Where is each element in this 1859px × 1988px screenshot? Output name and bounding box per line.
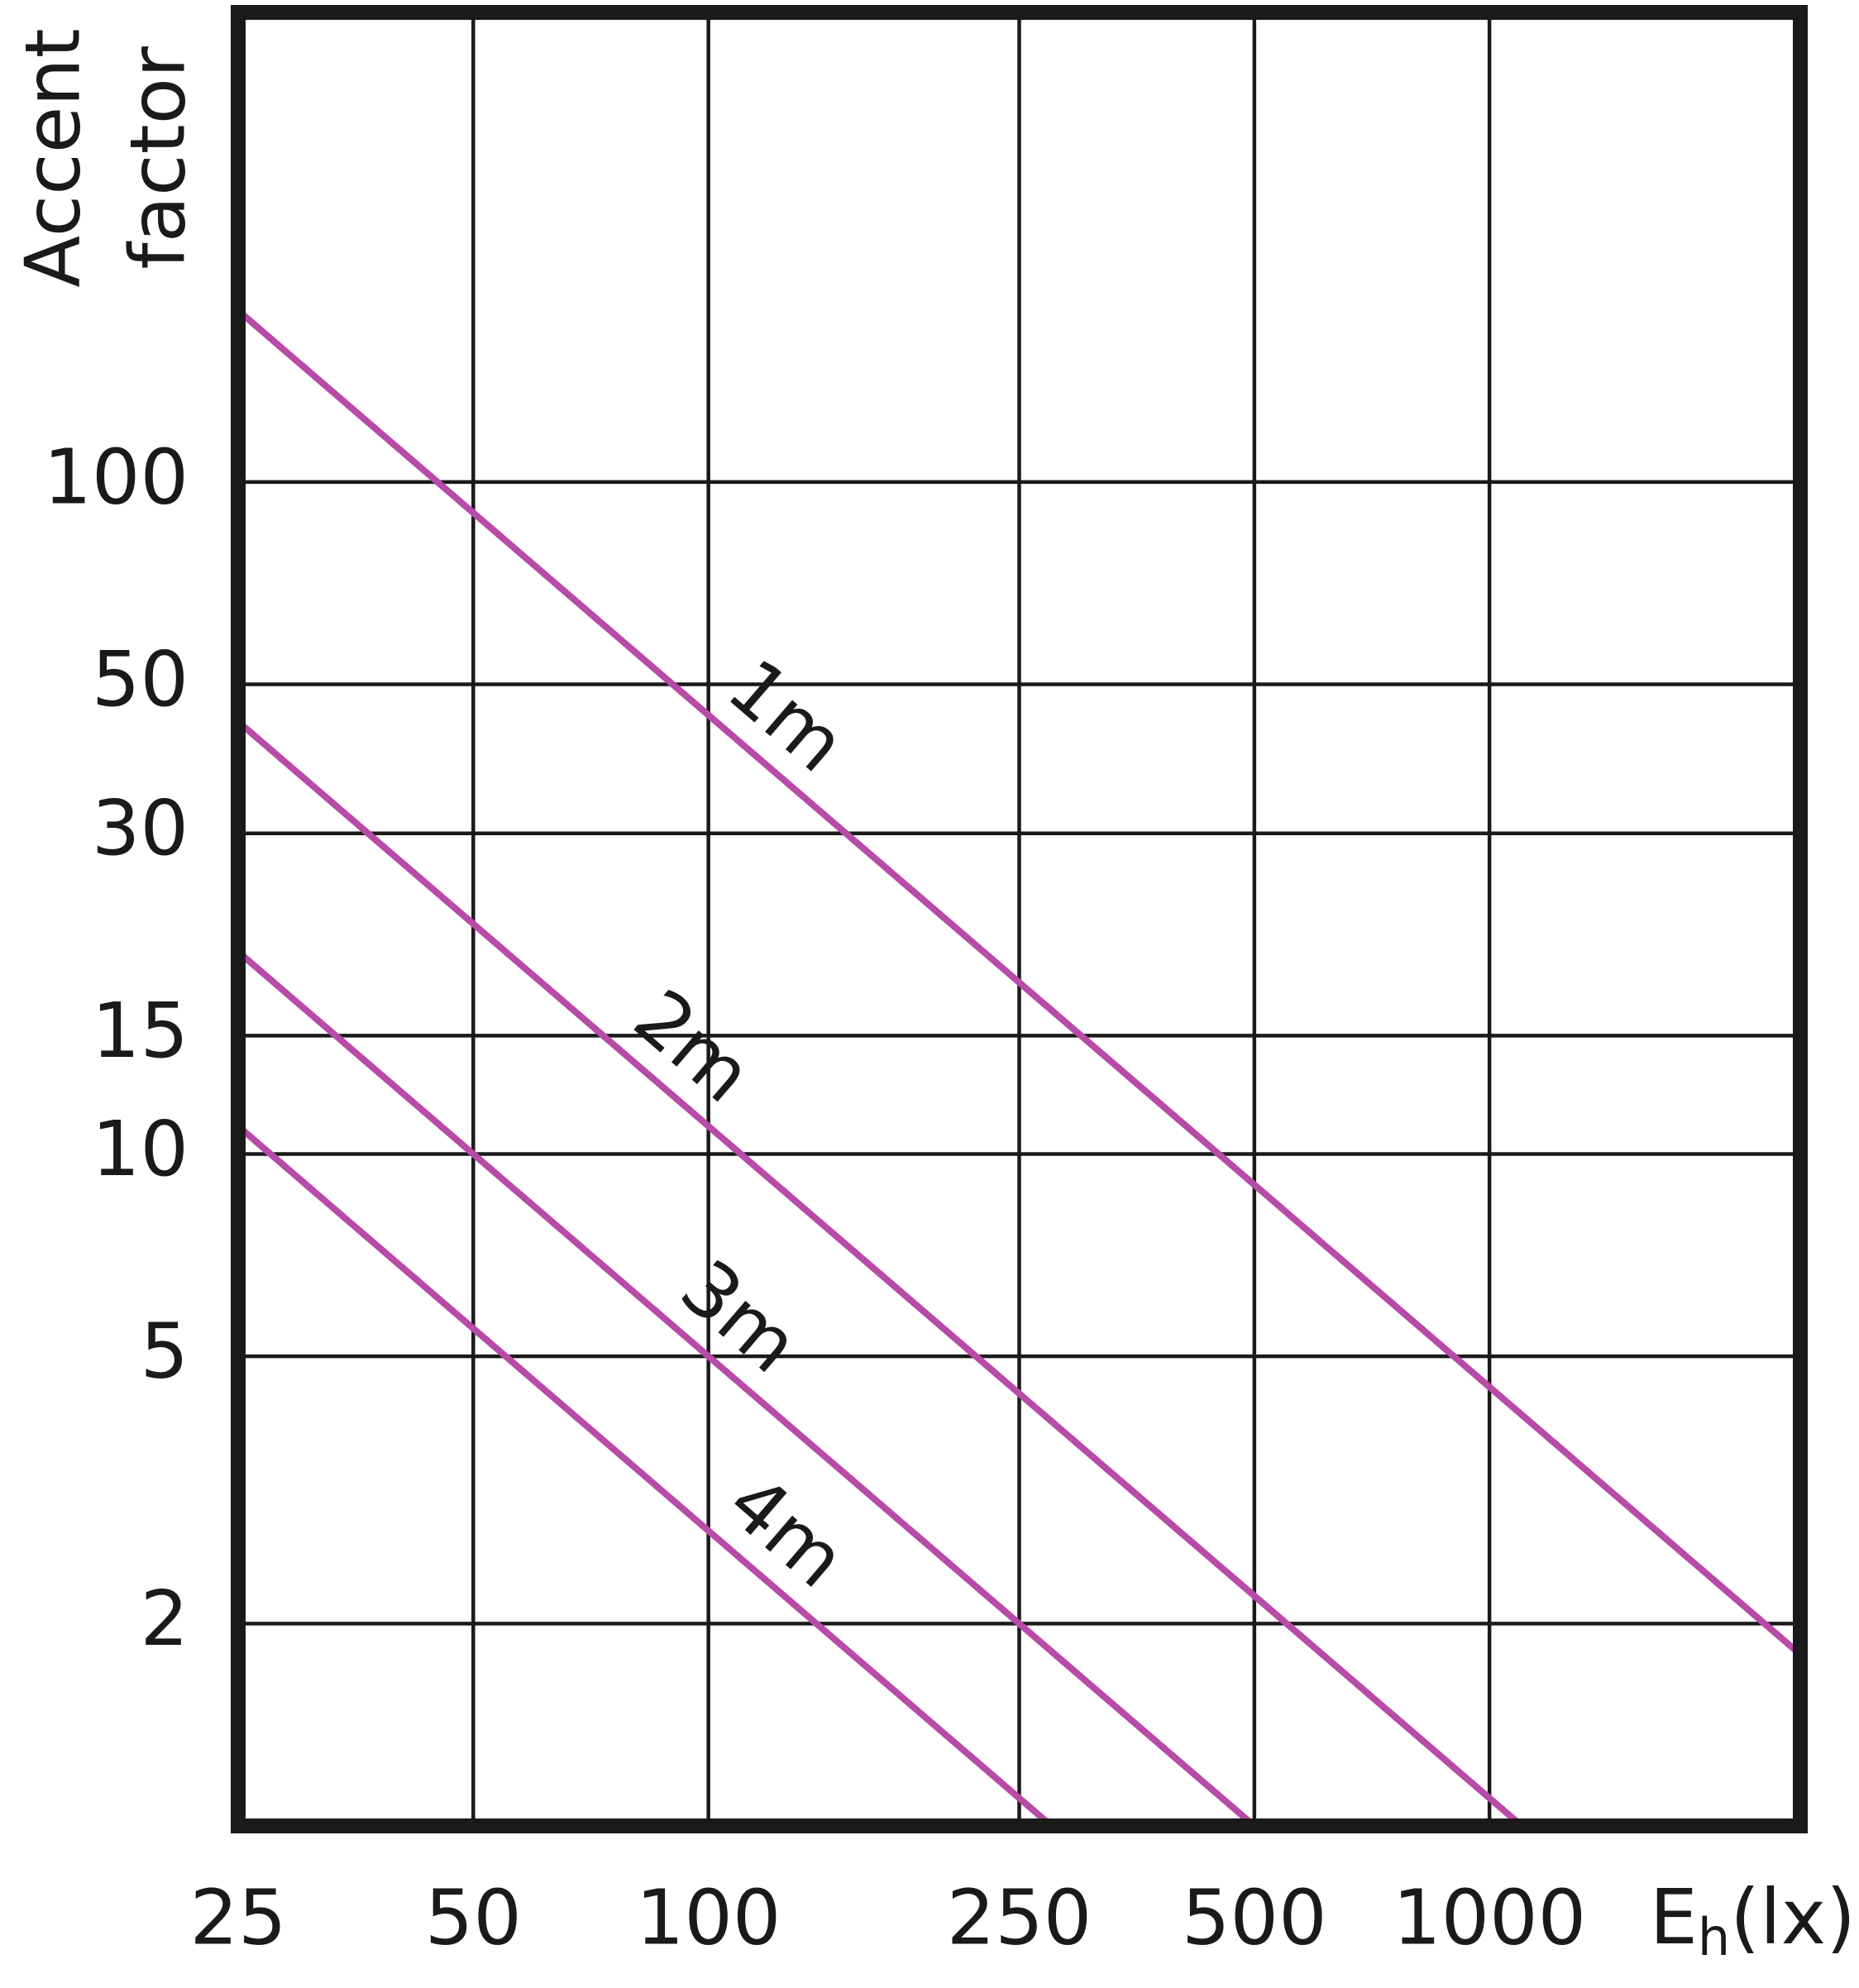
y-tick-label: 30 xyxy=(92,784,189,872)
x-axis-label: Eh(lx) xyxy=(1650,1873,1856,1967)
series-label: 3m xyxy=(665,1243,815,1390)
y-tick-label: 5 xyxy=(140,1307,189,1395)
series-line xyxy=(238,949,1257,1826)
x-tick-label: 1000 xyxy=(1393,1873,1586,1962)
x-tick-label: 500 xyxy=(1182,1873,1327,1962)
y-tick-label: 2 xyxy=(140,1575,189,1663)
series-label: 4m xyxy=(711,1458,862,1605)
y-tick-label: 100 xyxy=(43,432,189,521)
x-axis-label-subscript: h xyxy=(1698,1907,1730,1967)
x-tick-label: 250 xyxy=(947,1873,1092,1962)
series-line xyxy=(238,719,1524,1826)
series-line xyxy=(238,1123,1054,1826)
y-tick-label: 15 xyxy=(92,987,189,1075)
y-tick-label: 50 xyxy=(92,635,189,724)
y-axis-label: factor xyxy=(113,46,202,270)
x-tick-label: 100 xyxy=(636,1873,781,1962)
y-tick-label: 10 xyxy=(92,1105,189,1193)
x-axis-label-symbol: E xyxy=(1650,1873,1698,1962)
x-axis-label-unit: (lx) xyxy=(1730,1873,1856,1962)
series-label: 1m xyxy=(711,643,862,790)
y-axis-label: Accent xyxy=(8,28,97,287)
series-line xyxy=(238,308,1800,1657)
plot-frame xyxy=(231,5,1808,1833)
x-tick-label: 50 xyxy=(425,1873,522,1962)
x-tick-label: 25 xyxy=(189,1873,286,1962)
series-label: 2m xyxy=(618,972,768,1120)
